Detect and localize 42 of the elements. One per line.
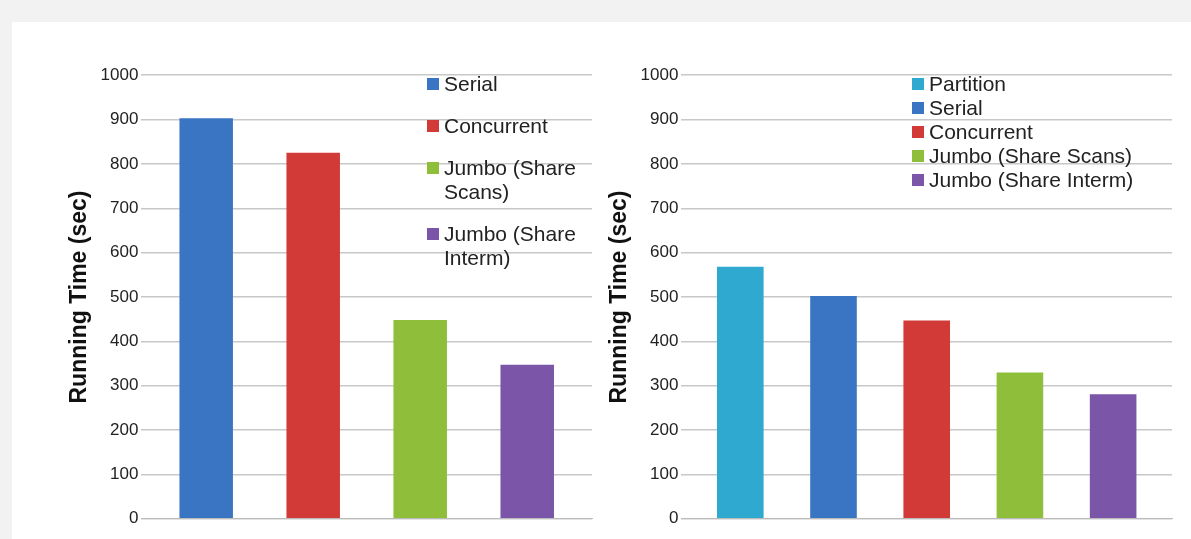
bar bbox=[286, 152, 340, 519]
bar bbox=[393, 320, 447, 519]
legend-label: Serial bbox=[929, 96, 983, 120]
y-axis-title: Running Time (sec) bbox=[605, 190, 632, 404]
legend-label: Concurrent bbox=[929, 120, 1033, 144]
y-tick-label: 1000 bbox=[100, 64, 139, 84]
bar bbox=[1089, 394, 1137, 519]
y-tick-label: 600 bbox=[110, 242, 139, 262]
y-tick-label: 100 bbox=[650, 464, 679, 484]
y-tick-label: 400 bbox=[650, 331, 679, 351]
y-tick-label: 700 bbox=[110, 197, 139, 217]
legend-label: Jumbo (Share Interm) bbox=[929, 168, 1134, 192]
bar bbox=[500, 364, 554, 519]
legend-label: Jumbo (Share Scans) bbox=[444, 156, 577, 204]
y-tick-label: 800 bbox=[650, 153, 679, 173]
y-tick-label: 600 bbox=[650, 242, 679, 262]
bar bbox=[996, 372, 1044, 519]
y-tick-label: 500 bbox=[650, 286, 679, 306]
y-tick-label: 900 bbox=[650, 109, 679, 129]
y-tick-label: 300 bbox=[650, 375, 679, 395]
y-axis-title: Running Time (sec) bbox=[65, 190, 92, 404]
y-tick-label: 800 bbox=[110, 153, 139, 173]
y-tick-label: 900 bbox=[110, 109, 139, 129]
bar bbox=[179, 118, 233, 519]
y-tick-label: 400 bbox=[110, 331, 139, 351]
legend-label: Concurrent bbox=[444, 114, 548, 138]
legend-label: Serial bbox=[444, 72, 498, 96]
y-tick-label: 200 bbox=[110, 419, 139, 439]
bar bbox=[716, 266, 764, 519]
legend-label: Partition bbox=[929, 72, 1007, 96]
y-tick-label: 1000 bbox=[640, 64, 679, 84]
y-tick-label: 200 bbox=[650, 419, 679, 439]
y-tick-label: 300 bbox=[110, 375, 139, 395]
legend-label: Jumbo (Share Interm) bbox=[444, 222, 577, 270]
y-tick-label: 100 bbox=[110, 464, 139, 484]
y-tick-label: 0 bbox=[128, 508, 139, 528]
y-tick-label: 500 bbox=[110, 286, 139, 306]
bar bbox=[903, 320, 951, 519]
legend-label: Jumbo (Share Scans) bbox=[929, 144, 1133, 168]
y-tick-label: 0 bbox=[668, 508, 679, 528]
bar bbox=[810, 296, 857, 519]
y-tick-label: 700 bbox=[650, 197, 679, 217]
